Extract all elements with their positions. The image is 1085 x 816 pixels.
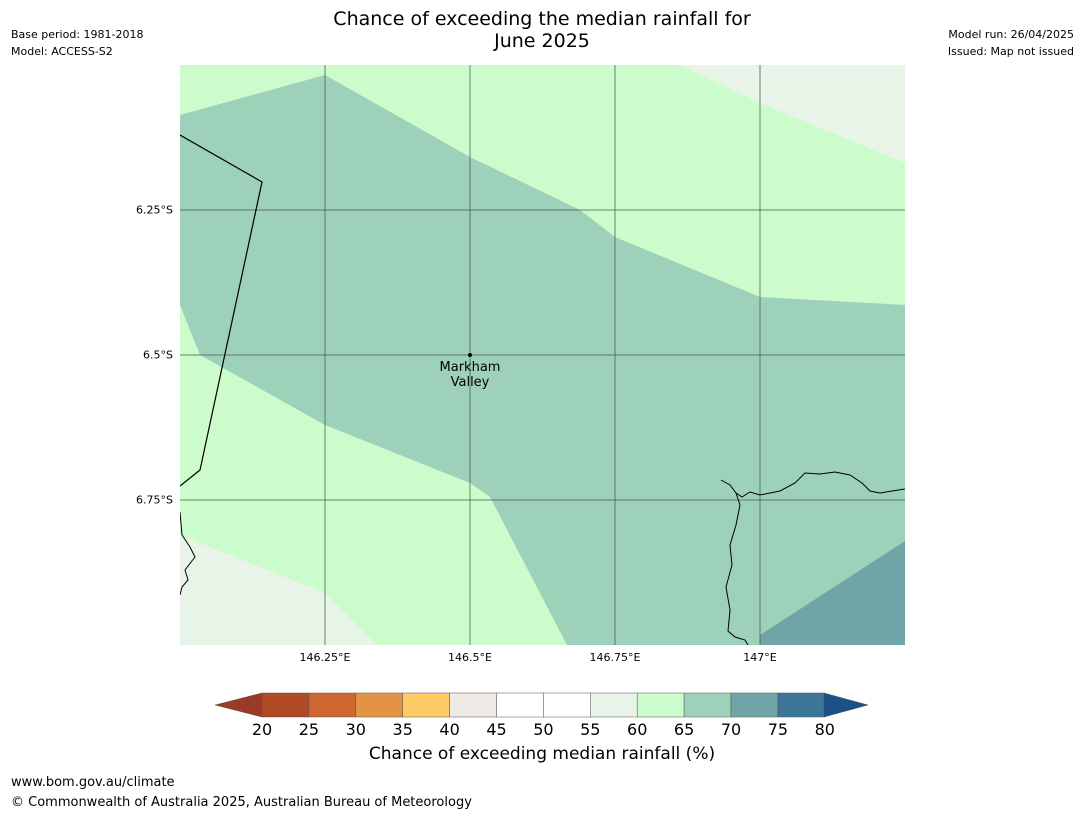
lat-label-6-75s: 6.75°S [136, 493, 173, 507]
lon-label-146-75e: 146.75°E [589, 651, 641, 664]
place-label-markham-valley: Markham Valley [420, 360, 520, 390]
colorbar-tick-label: 25 [298, 720, 320, 739]
zone-65-70 [180, 75, 905, 645]
model-run-text: Model run: 26/04/2025 [948, 28, 1074, 41]
lat-label-6-25s: 6.25°S [136, 203, 173, 217]
colorbar [214, 690, 875, 726]
colorbar-tick-label: 50 [533, 720, 554, 739]
colorbar-cells [261, 692, 826, 718]
river [725, 492, 749, 645]
colorbar-cell [730, 692, 779, 718]
lon-label-146-5e: 146.5°E [448, 651, 492, 664]
lat-label-6-5s: 6.5°S [143, 348, 173, 362]
markham-valley-marker [468, 353, 472, 357]
title-line-1: Chance of exceeding the median rainfall … [333, 8, 751, 30]
colorbar-cell [402, 692, 450, 718]
colorbar-label: Chance of exceeding median rainfall (%) [368, 744, 716, 764]
issued-text: Issued: Map not issued [947, 45, 1074, 58]
footer-url[interactable]: www.bom.gov.au/climate [11, 775, 175, 790]
place-name-line-1: Markham [439, 360, 501, 375]
map-title: Chance of exceeding the median rainfall … [292, 8, 792, 52]
issue-info: Model run: 26/04/2025 Issued: Map not is… [948, 26, 1074, 60]
coastline-west [180, 511, 196, 596]
colorbar-over-arrow [823, 692, 869, 718]
border-line [180, 134, 263, 487]
colorbar-tick-label: 65 [673, 720, 695, 739]
zone-55-60-southwest [180, 535, 377, 645]
colorbar-tick-label: 20 [251, 720, 273, 739]
colorbar-graphic [214, 692, 869, 718]
model-name-text: Model: ACCESS-S2 [11, 45, 113, 58]
colorbar-tick-label: 70 [720, 720, 742, 739]
footer-copyright: © Commonwealth of Australia 2025, Austra… [11, 795, 472, 810]
colorbar-cell [355, 692, 403, 718]
colorbar-tick-label: 45 [486, 720, 507, 739]
colorbar-cell [261, 692, 310, 718]
title-line-2: June 2025 [494, 30, 590, 52]
model-info: Base period: 1981-2018 Model: ACCESS-S2 [11, 26, 143, 60]
colorbar-cell [683, 692, 732, 718]
place-name-line-2: Valley [450, 375, 490, 390]
rainfall-map[interactable] [180, 65, 905, 645]
colorbar-cell [590, 692, 638, 718]
colorbar-under-arrow [214, 692, 263, 718]
colorbar-tick-label: 30 [345, 720, 366, 739]
colorbar-cell [449, 692, 497, 718]
colorbar-cell [636, 692, 685, 718]
colorbar-tick-label: 40 [439, 720, 460, 739]
colorbar-cell [308, 692, 357, 718]
colorbar-tick-label: 35 [392, 720, 413, 739]
colorbar-cell [543, 692, 591, 718]
graticule [180, 65, 905, 645]
colorbar-tick-label: 60 [627, 720, 648, 739]
coastline-east [720, 471, 905, 498]
colorbar-cell [496, 692, 544, 718]
lon-label-146-25e: 146.25°E [299, 651, 351, 664]
lon-label-147e: 147°E [743, 651, 777, 664]
colorbar-tick-label: 55 [580, 720, 601, 739]
base-period-text: Base period: 1981-2018 [11, 28, 144, 41]
map-canvas [180, 65, 905, 645]
zone-70-75 [760, 541, 905, 645]
colorbar-tick-label: 75 [767, 720, 789, 739]
zone-55-60-northeast [680, 65, 905, 163]
colorbar-cell [777, 692, 826, 718]
colorbar-tick-label: 80 [814, 720, 835, 739]
